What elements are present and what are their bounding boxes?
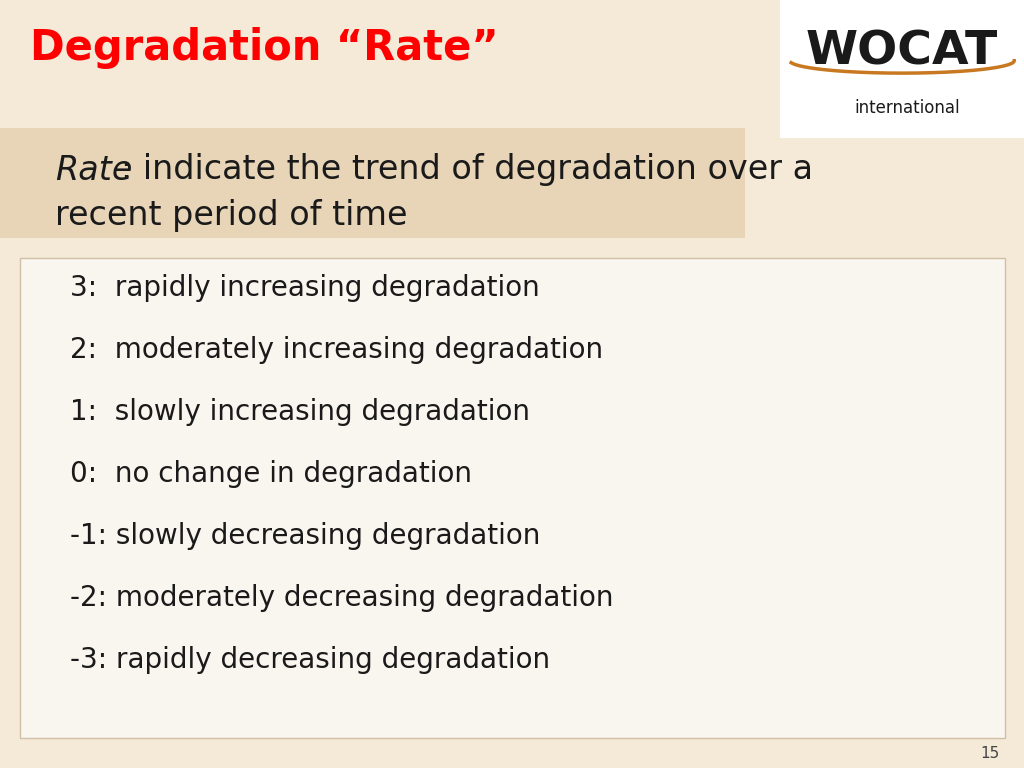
Text: Degradation “Rate”: Degradation “Rate” [30,27,499,69]
Text: -2: moderately decreasing degradation: -2: moderately decreasing degradation [70,584,613,612]
Polygon shape [0,0,745,238]
Text: 0:  no change in degradation: 0: no change in degradation [70,460,472,488]
Text: 3:  rapidly increasing degradation: 3: rapidly increasing degradation [70,274,540,302]
Text: -1: slowly decreasing degradation: -1: slowly decreasing degradation [70,522,541,550]
FancyBboxPatch shape [20,258,1005,738]
Text: WOCAT: WOCAT [806,30,998,75]
Text: 1:  slowly increasing degradation: 1: slowly increasing degradation [70,398,530,426]
Polygon shape [0,0,1024,128]
Text: 15: 15 [981,746,1000,760]
Polygon shape [0,130,745,238]
Text: international: international [854,98,959,117]
Text: -3: rapidly decreasing degradation: -3: rapidly decreasing degradation [70,646,550,674]
Text: : indicate the trend of degradation over a: : indicate the trend of degradation over… [121,154,813,187]
Text: 2:  moderately increasing degradation: 2: moderately increasing degradation [70,336,603,364]
FancyBboxPatch shape [780,0,1024,138]
Text: Rate: Rate [55,154,132,187]
Polygon shape [0,0,1024,128]
Text: recent period of time: recent period of time [55,200,408,233]
